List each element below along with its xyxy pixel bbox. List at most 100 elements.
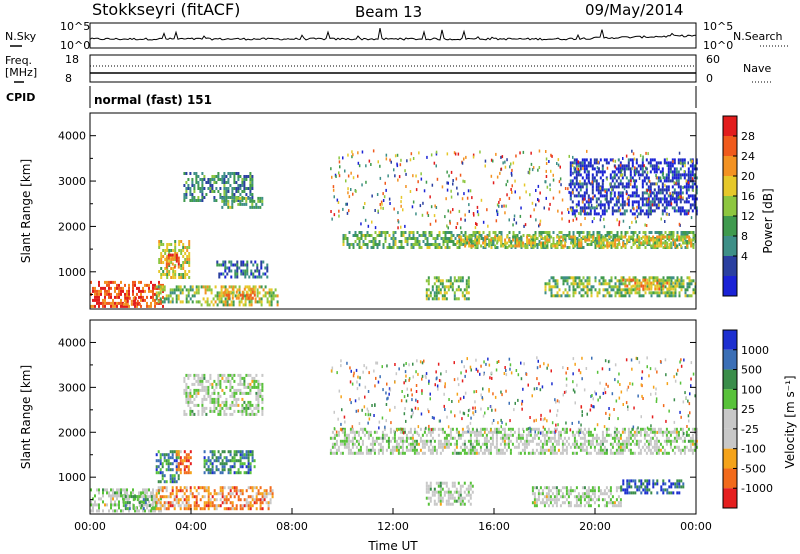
heat-cell-power-15 [629,194,632,198]
heat-cell-velocity-7 [331,436,334,440]
heat-cell-power-11 [458,235,461,239]
heat-cell-velocity-5 [239,456,242,460]
heat-speckle-power [446,224,448,228]
heat-cell-velocity-7 [455,439,458,443]
heat-cell-power-9 [223,202,226,206]
heat-cell-velocity-7 [405,433,408,437]
heat-cell-power-13 [586,294,589,298]
heat-cell-power-15 [691,203,694,207]
heat-cell-velocity-7 [497,427,500,431]
heat-cell-power-15 [605,209,608,213]
heat-cell-power-13 [680,288,683,292]
heat-speckle-power [467,189,470,193]
heat-cell-power-8 [231,172,234,175]
heat-speckle-power [447,181,449,185]
heat-cell-power-10 [372,240,375,243]
heat-cell-power-8 [203,175,206,178]
heat-cell-power-11 [524,244,527,248]
heat-speckle-power [351,150,353,154]
heat-cell-power-3 [222,285,225,289]
heat-cell-velocity-6 [201,385,204,389]
heat-speckle-power [350,188,352,191]
heat-cell-velocity-2 [253,498,256,502]
heat-cell-power-10 [360,234,363,237]
heat-cell-velocity-2 [213,498,216,502]
heat-cell-power-8 [245,187,248,190]
heat-cell-power-0 [128,304,130,308]
heat-cell-power-14 [634,281,637,285]
heat-cell-power-12 [455,297,458,301]
heat-cell-power-11 [516,244,519,248]
heat-cell-velocity-7 [367,430,370,434]
heat-cell-power-15 [639,167,642,171]
heat-cell-velocity-0 [116,497,118,501]
heat-cell-velocity-7 [501,439,504,443]
heat-cell-power-11 [614,241,617,245]
heat-cell-power-10 [376,243,379,246]
nsky-label: N.Sky [5,30,37,43]
heat-cell-velocity-7 [471,442,474,446]
heat-cell-velocity-7 [367,451,370,455]
heat-cell-power-8 [225,196,228,199]
heat-cell-power-15 [631,200,634,204]
heat-cell-power-11 [478,238,481,242]
heat-cell-velocity-6 [189,406,192,410]
heat-cell-velocity-4 [187,471,190,475]
heat-cell-power-15 [649,194,652,198]
heat-cell-velocity-7 [519,433,522,437]
heat-cell-power-11 [618,235,621,239]
heat-cell-power-12 [437,285,440,289]
heat-cell-power-3 [256,291,259,295]
heat-cell-power-15 [693,197,696,201]
heat-cell-velocity-3 [167,465,170,469]
heat-cell-velocity-6 [195,391,198,395]
heat-cell-velocity-0 [124,488,126,492]
heat-cell-power-13 [572,291,575,295]
heat-cell-power-15 [689,164,692,168]
heat-cell-power-8 [201,172,204,175]
heat-cell-velocity-7 [393,430,396,434]
heat-cell-velocity-7 [393,439,396,443]
heat-speckle-power [346,202,348,206]
heat-cell-velocity-7 [515,436,518,440]
heat-cell-power-14 [668,287,671,291]
heat-cell-power-15 [665,185,668,189]
heat-cell-velocity-5 [211,450,214,454]
heat-cell-velocity-5 [217,456,220,460]
heat-cell-power-2 [177,294,180,298]
heat-cell-power-13 [632,288,635,292]
heat-cell-velocity-2 [225,495,228,499]
heat-cell-velocity-7 [499,442,502,446]
heat-cell-velocity-2 [235,507,238,511]
heat-speckle-power [672,160,674,164]
heat-cell-power-15 [595,173,598,177]
heat-cell-velocity-7 [427,445,430,449]
heat-cell-power-3 [260,303,263,307]
heat-cell-power-15 [675,200,678,204]
heat-cell-power-10 [414,237,417,240]
heat-cell-power-3 [270,288,273,292]
heat-cell-power-10 [494,231,497,234]
heat-cell-velocity-7 [401,451,404,455]
heat-cell-velocity-5 [243,456,246,460]
heat-cell-velocity-7 [523,442,526,446]
heat-cell-power-15 [599,200,602,204]
heat-cell-power-13 [668,276,671,280]
heat-cell-power-0 [140,295,142,299]
heat-cell-power-8 [221,181,224,184]
heat-cell-power-14 [648,287,651,291]
heat-cell-velocity-7 [405,436,408,440]
heat-cell-velocity-6 [199,376,202,380]
heat-cell-velocity-7 [389,427,392,431]
heat-speckle-power [535,189,537,192]
heat-cell-velocity-0 [112,494,114,498]
heat-cell-power-8 [235,172,238,175]
heat-cell-velocity-0 [102,509,104,513]
heat-cell-velocity-2 [189,492,192,496]
heat-cell-power-15 [587,173,590,177]
heat-cell-power-8 [197,184,200,187]
heat-cell-velocity-6 [203,376,206,380]
heat-cell-power-3 [218,291,221,295]
heat-cell-power-3 [256,288,259,292]
heat-cell-power-7 [220,263,223,267]
